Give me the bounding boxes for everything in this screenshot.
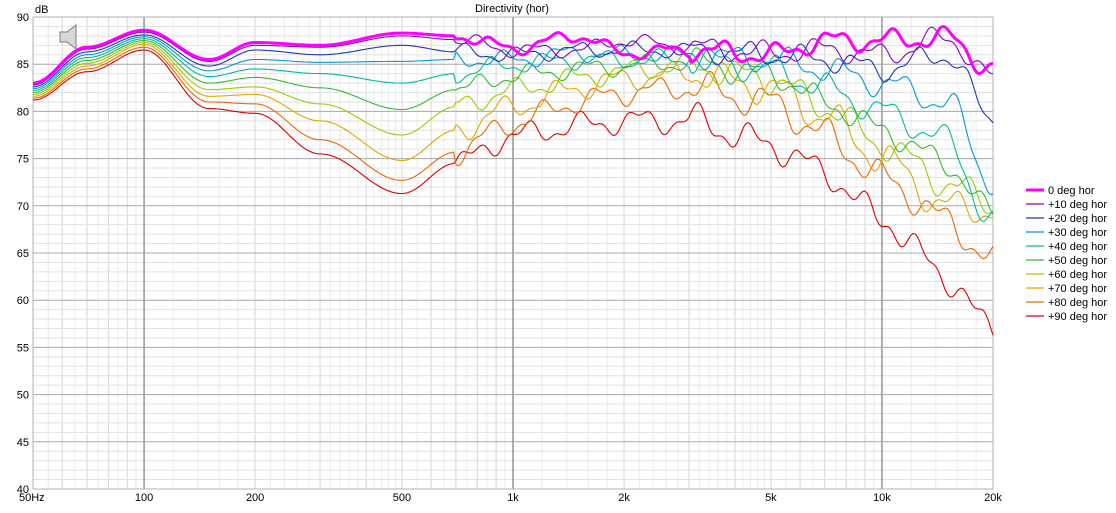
series-line — [32, 49, 994, 336]
legend-label: +90 deg hor — [1048, 311, 1107, 323]
x-tick-label: 100 — [135, 492, 153, 504]
y-tick-label: 80 — [17, 106, 29, 118]
x-tick-label: 50Hz — [19, 492, 45, 504]
legend-label: +70 deg hor — [1048, 283, 1107, 295]
speaker-icon — [59, 23, 77, 51]
series-line — [32, 40, 994, 215]
x-tick-label: 10k — [873, 492, 891, 504]
series-line — [32, 41, 994, 215]
series-line — [32, 46, 994, 260]
legend-label: +50 deg hor — [1048, 255, 1107, 267]
x-tick-label: 2k — [618, 492, 630, 504]
y-tick-label: 55 — [17, 342, 29, 354]
legend-label: +40 deg hor — [1048, 241, 1107, 253]
y-tick-label: 50 — [17, 390, 29, 402]
y-tick-label: 45 — [17, 437, 29, 449]
legend-label: 0 deg hor — [1048, 185, 1095, 197]
legend: 0 deg hor +10 deg hor +20 deg hor +30 deg h… — [1026, 185, 1107, 323]
legend-label: +10 deg hor — [1048, 199, 1107, 211]
y-tick-label: 40 — [17, 484, 29, 496]
x-axis-ticks: 50Hz 100 200 500 1k 2k 5k 10k 20k — [19, 492, 1002, 504]
legend-label: +60 deg hor — [1048, 269, 1107, 281]
x-tick-label: 20k — [984, 492, 1002, 504]
y-tick-label: 85 — [17, 59, 29, 71]
y-tick-label: 90 — [17, 12, 29, 24]
x-tick-label: 5k — [765, 492, 777, 504]
y-tick-label: 60 — [17, 295, 29, 307]
legend-label: +30 deg hor — [1048, 227, 1107, 239]
y-axis-unit: dB — [35, 4, 48, 16]
y-tick-label: 65 — [17, 248, 29, 260]
y-tick-label: 75 — [17, 154, 29, 166]
chart-title: Directivity (hor) — [475, 3, 549, 15]
series-line — [32, 26, 994, 86]
series-line — [32, 25, 994, 85]
y-tick-label: 70 — [17, 201, 29, 213]
legend-label: +80 deg hor — [1048, 297, 1107, 309]
x-tick-label: 1k — [507, 492, 519, 504]
y-axis-ticks: 40 45 50 55 60 65 70 75 80 85 90 — [17, 12, 29, 496]
series-line — [32, 43, 994, 224]
series-line — [32, 38, 994, 222]
x-tick-label: 500 — [393, 492, 411, 504]
plot-frame — [32, 16, 994, 490]
legend-label: +20 deg hor — [1048, 213, 1107, 225]
major-grid — [33, 17, 993, 489]
series-line — [32, 36, 994, 196]
x-tick-label: 200 — [246, 492, 264, 504]
series-lines — [32, 25, 994, 336]
